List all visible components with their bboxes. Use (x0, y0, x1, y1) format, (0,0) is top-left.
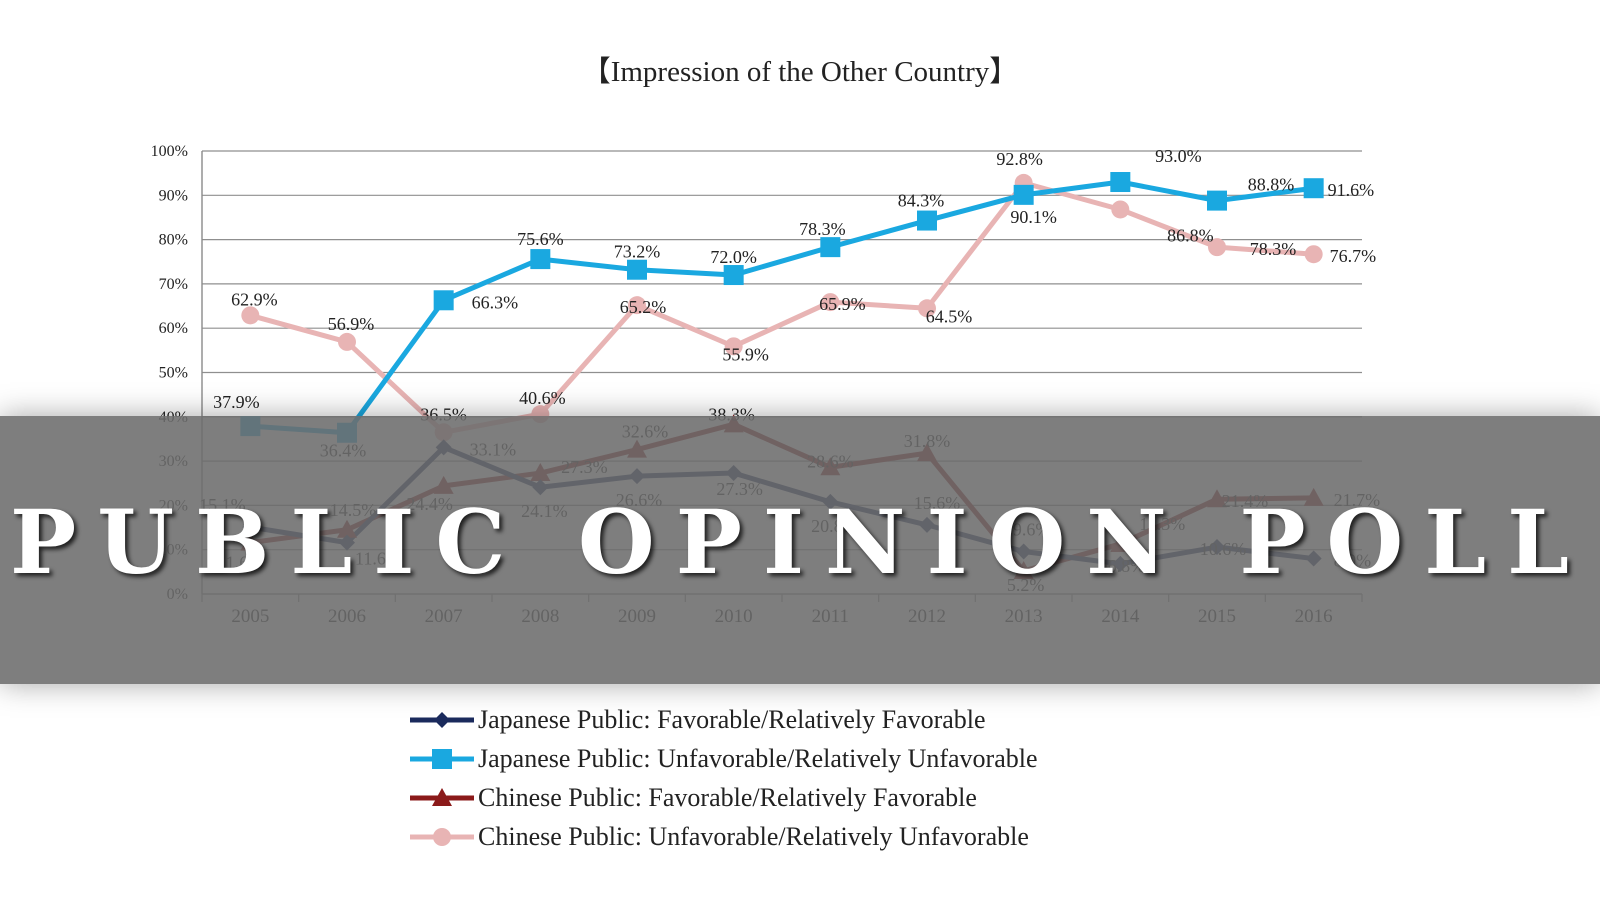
legend-item: Chinese Public: Favorable/Relatively Fav… (408, 778, 1038, 817)
data-label-jp-unfavorable: 93.0% (1155, 146, 1202, 166)
legend-label-jp-unfavorable: Japanese Public: Unfavorable/Relatively … (478, 743, 1038, 773)
data-label-jp-unfavorable: 66.3% (472, 292, 518, 312)
legend-marker (432, 787, 452, 806)
legend-swatch-cn-unfavorable (410, 827, 474, 846)
data-label-cn-unfavorable: 78.3% (1250, 239, 1297, 259)
data-label-cn-unfavorable: 55.9% (722, 344, 769, 364)
point-jp-unfavorable (1110, 172, 1131, 193)
legend-label-cn-unfavorable: Chinese Public: Unfavorable/Relatively U… (478, 821, 1029, 851)
data-label-jp-unfavorable: 84.3% (898, 191, 945, 211)
point-cn-unfavorable (821, 293, 840, 312)
legend-swatch-jp-unfavorable (410, 748, 474, 769)
point-jp-unfavorable (530, 249, 551, 270)
data-label-jp-unfavorable: 37.9% (213, 392, 260, 412)
data-label-cn-unfavorable: 56.9% (328, 314, 375, 334)
point-jp-unfavorable (820, 237, 841, 258)
y-tick-label: 80% (159, 232, 188, 249)
y-tick-label: 100% (151, 143, 188, 160)
legend-label-cn-favorable: Chinese Public: Favorable/Relatively Fav… (478, 782, 977, 812)
data-label-jp-unfavorable: 75.6% (517, 229, 564, 249)
legend-item: Chinese Public: Unfavorable/Relatively U… (408, 817, 1038, 856)
point-jp-unfavorable (723, 265, 744, 286)
point-jp-unfavorable (627, 259, 647, 280)
point-jp-unfavorable (1207, 190, 1227, 211)
legend-marker (432, 748, 452, 769)
point-jp-unfavorable (917, 210, 937, 231)
legend-marker (433, 827, 451, 846)
data-label-cn-unfavorable: 64.5% (926, 306, 973, 326)
data-label-jp-unfavorable: 78.3% (799, 219, 846, 239)
data-label-cn-unfavorable: 65.9% (819, 294, 866, 314)
data-label-jp-unfavorable: 73.2% (614, 242, 661, 262)
point-jp-unfavorable (433, 290, 454, 311)
banner-overlay (0, 416, 1600, 684)
y-tick-label: 60% (159, 320, 188, 337)
point-cn-unfavorable (918, 299, 936, 318)
data-label-cn-unfavorable: 92.8% (996, 149, 1043, 169)
legend-marker (434, 711, 450, 728)
y-tick-label: 70% (159, 276, 188, 293)
data-label-cn-unfavorable: 65.2% (620, 297, 667, 317)
point-jp-unfavorable (1013, 184, 1034, 205)
data-label-jp-unfavorable: 88.8% (1248, 175, 1295, 195)
chart-title: 【Impression of the Other Country】 (581, 56, 1019, 88)
point-jp-unfavorable (1303, 178, 1324, 199)
data-label-cn-unfavorable: 76.7% (1330, 246, 1377, 266)
point-cn-unfavorable (628, 296, 646, 315)
y-tick-label: 50% (159, 365, 188, 382)
data-label-cn-unfavorable: 62.9% (231, 289, 278, 309)
legend-swatch-cn-favorable (410, 787, 474, 806)
series-line-cn-unfavorable (249, 180, 1314, 435)
point-cn-unfavorable (1208, 238, 1226, 257)
point-cn-unfavorable (1304, 245, 1323, 264)
data-label-jp-unfavorable: 91.6% (1328, 180, 1375, 200)
point-cn-unfavorable (338, 332, 356, 351)
legend: Japanese Public: Favorable/Relatively Fa… (408, 700, 1038, 856)
data-label-cn-unfavorable: 86.8% (1167, 225, 1214, 245)
y-tick-label: 90% (159, 187, 188, 204)
legend-label-jp-favorable: Japanese Public: Favorable/Relatively Fa… (478, 704, 986, 734)
legend-swatch-jp-favorable (410, 711, 474, 728)
series-line-jp-unfavorable (250, 179, 1314, 436)
point-cn-unfavorable (241, 306, 260, 325)
legend-item: Japanese Public: Favorable/Relatively Fa… (408, 700, 1038, 739)
data-label-jp-unfavorable: 72.0% (710, 247, 757, 267)
banner-title: PUBLIC OPINION POLL (10, 490, 1590, 594)
data-label-cn-unfavorable: 40.6% (519, 388, 566, 408)
legend-item: Japanese Public: Unfavorable/Relatively … (408, 739, 1038, 778)
point-cn-unfavorable (1111, 200, 1130, 219)
data-label-jp-unfavorable: 90.1% (1010, 207, 1057, 227)
point-cn-unfavorable (724, 337, 743, 356)
